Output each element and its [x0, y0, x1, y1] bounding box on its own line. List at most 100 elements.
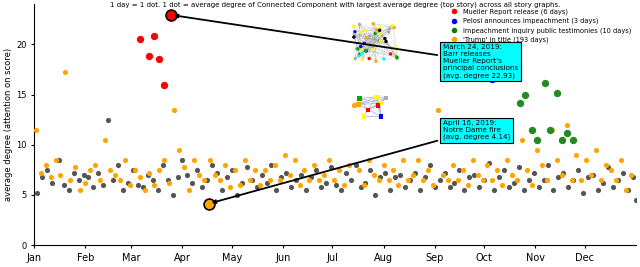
Point [545, 128, 556, 132]
Point [100, 138, 110, 142]
Point [492, 168, 502, 172]
Point [405, 178, 415, 182]
Point [75, 188, 85, 192]
Point [222, 175, 232, 179]
Point [527, 183, 537, 187]
Point [212, 171, 222, 175]
Point [149, 183, 159, 187]
Point [355, 96, 365, 101]
Point [429, 185, 440, 189]
Point [133, 183, 143, 187]
Point [630, 198, 640, 202]
Point [484, 161, 494, 165]
Text: April 16, 2019:
Notre Dame fire
(avg. degree 4.14): April 16, 2019: Notre Dame fire (avg. de… [214, 120, 510, 203]
Point [108, 178, 118, 182]
Point [532, 138, 542, 142]
Point [583, 175, 593, 179]
Point [395, 173, 405, 177]
Point [331, 183, 341, 187]
Point [306, 175, 316, 179]
Legend: Mueller Report release (6 days), Pelosi announces impeachment (3 days), Impeachm: Mueller Report release (6 days), Pelosi … [446, 7, 632, 44]
Point [159, 158, 170, 162]
Point [304, 178, 314, 182]
Point [527, 128, 537, 132]
Point [355, 22, 365, 26]
Point [367, 48, 378, 52]
Point [489, 188, 499, 192]
Point [537, 163, 547, 167]
Point [138, 185, 148, 189]
Point [192, 168, 202, 172]
Point [95, 178, 105, 182]
Point [227, 168, 237, 172]
Point [354, 168, 364, 172]
Point [168, 193, 178, 197]
Point [391, 46, 401, 50]
Point [348, 24, 358, 28]
Point [494, 175, 504, 179]
Point [88, 185, 99, 189]
Point [538, 178, 548, 182]
Point [346, 178, 356, 182]
Point [448, 163, 458, 167]
Point [355, 52, 365, 57]
Point [474, 185, 484, 189]
Point [344, 163, 354, 167]
Point [497, 183, 508, 187]
Point [269, 163, 280, 167]
Point [532, 148, 542, 152]
Point [280, 153, 290, 157]
Point [134, 175, 145, 179]
Point [469, 173, 479, 177]
Point [370, 32, 380, 36]
Point [499, 57, 509, 61]
Point [576, 178, 586, 182]
Point [246, 178, 257, 182]
Point [415, 188, 425, 192]
Point [45, 175, 56, 179]
Point [410, 171, 420, 175]
Point [59, 183, 69, 187]
Point [588, 173, 598, 177]
Y-axis label: average degree (attention on score): average degree (attention on score) [4, 48, 13, 201]
Point [93, 171, 104, 175]
Point [374, 28, 385, 32]
Point [611, 178, 621, 182]
Point [68, 171, 79, 175]
Point [265, 178, 275, 182]
Point [371, 95, 381, 99]
Point [199, 178, 209, 182]
Point [420, 175, 430, 179]
Point [340, 171, 351, 175]
Point [603, 165, 613, 169]
Point [275, 178, 285, 182]
Point [360, 49, 371, 53]
Point [349, 35, 359, 39]
Point [360, 29, 371, 33]
Point [452, 178, 463, 182]
Point [504, 185, 514, 189]
Point [164, 181, 174, 185]
Point [381, 40, 391, 44]
Point [140, 188, 150, 192]
Point [391, 47, 401, 52]
Point [460, 188, 470, 192]
Point [379, 57, 389, 61]
Point [388, 168, 399, 172]
Point [237, 181, 247, 185]
Point [47, 181, 58, 185]
Point [217, 188, 227, 192]
Point [380, 171, 390, 175]
Point [623, 188, 633, 192]
Point [568, 178, 579, 182]
Point [383, 30, 394, 34]
Point [385, 26, 395, 31]
Point [607, 185, 618, 189]
Point [289, 158, 300, 162]
Point [385, 52, 396, 56]
Point [518, 188, 529, 192]
Point [368, 22, 378, 26]
Point [356, 47, 366, 51]
Point [568, 138, 579, 142]
Point [261, 181, 271, 185]
